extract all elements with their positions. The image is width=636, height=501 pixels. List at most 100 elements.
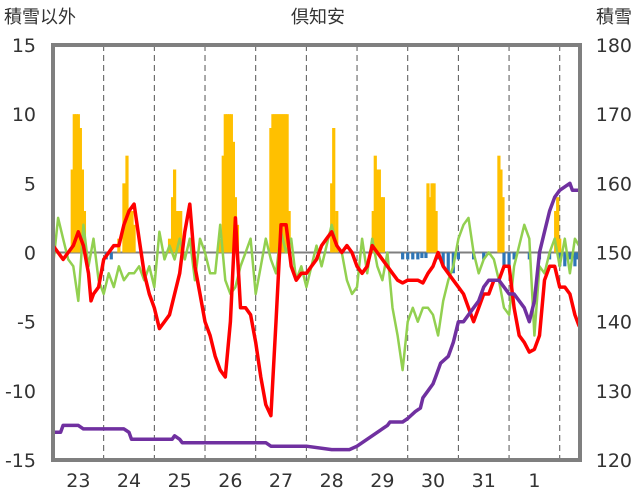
left-axis-label: 積雪以外 [4,7,76,28]
right-tick-label-0: 180 [596,35,632,57]
snowfall_bars-bar-30 [271,114,275,253]
x-tick-label-7: 30 [421,470,445,492]
snow_change_negative_bars-bar-5 [416,252,420,260]
x-tick-label-8: 31 [472,470,496,492]
x-tick-label-3: 26 [218,470,242,492]
snowfall_bars-bar-52 [434,211,438,253]
snowfall_bars-bar-43 [373,155,377,253]
right-tick-label-3: 150 [596,243,632,265]
temperature_red-line [51,202,581,418]
left-tick-label-5: -10 [5,381,36,403]
snowfall_bars-bar-20 [218,238,222,253]
snowfall_bars-bar-38 [287,211,291,253]
snowfall_bars-bar-24 [227,114,231,253]
snowfall_bars-bar-3 [76,114,80,253]
snowfall_bars-bar-33 [277,114,281,253]
snowfall_bars-bar-26 [231,141,235,253]
snow_change_negative_bars-bar-12 [456,252,460,260]
x-tick-label-4: 27 [269,470,293,492]
snowfall_bars-bar-40 [332,128,336,253]
snow_depth_purple-line [51,181,582,452]
left-tick-label-0: 15 [12,35,36,57]
snowfall_bars-bar-2 [74,114,78,253]
snow_change_negative_bars-bar-17 [512,252,516,260]
snowfall_bars-bar-53 [497,155,501,253]
right-tick-label-4: 140 [596,312,632,334]
right-tick-label-1: 170 [596,104,632,126]
snowfall_bars-bar-10 [130,211,134,253]
snowfall_bars-bar-8 [125,155,129,253]
snowfall_bars-bar-0 [70,169,74,253]
snowfall_bars-bar-17 [179,211,183,253]
snow_change_negative_bars-bar-2 [401,252,405,260]
snowfall_bars-bar-16 [177,211,181,253]
snowfall_bars-bar-55 [501,197,505,253]
snowfall_bars-bar-4 [78,128,82,253]
snowfall_bars-bar-14 [173,169,177,253]
snowfall_bars-bar-9 [127,211,131,253]
plot-frame [51,43,582,462]
snowfall_bars-bar-22 [223,114,227,253]
snowfall_bars-bar-39 [330,183,334,253]
snow_change_negative_bars-bar-6 [420,252,424,259]
snowfall_bars-bar-35 [281,114,285,253]
snowfall_bars-bar-37 [285,114,289,253]
secondary_green-line [51,216,581,372]
snowfall_bars-bar-58 [558,238,562,253]
snowfall_bars-bar-11 [132,224,136,253]
left-tick-label-6: -15 [5,450,36,472]
snowfall_bars-bar-57 [556,197,560,253]
snowfall_bars-bar-46 [379,197,383,253]
snowfall_bars-bar-47 [381,197,385,253]
x-tick-label-2: 25 [168,470,192,492]
snowfall_bars-bar-51 [432,183,436,253]
snow_change_negative_bars-bar-25 [576,252,580,260]
snowfall_bars-bar-23 [225,114,229,253]
snowfall_bars-bar-42 [371,211,375,253]
snowfall_bars-bar-36 [283,114,287,253]
x-tick-label-5: 28 [320,470,344,492]
right-tick-label-6: 120 [596,450,632,472]
snow_change_negative_bars-bar-3 [406,252,410,260]
snowfall_bars-bar-5 [80,169,84,253]
right-axis-label: 積雪 [596,7,632,28]
snow_change_negative_bars-bar-4 [411,252,415,260]
snowfall_bars-bar-56 [554,211,558,253]
right-tick-label-2: 160 [596,173,632,195]
snowfall_bars-bar-29 [269,128,273,253]
snowfall_bars-bar-49 [428,197,432,253]
snowfall_bars-bar-15 [175,211,179,253]
snow_change_negative_bars-bar-22 [563,252,567,267]
snow_change_negative_bars-bar-10 [446,252,450,274]
x-tick-label-6: 29 [370,470,394,492]
snowfall_bars-bar-44 [375,169,379,253]
snow_change_negative_bars-bar-9 [441,252,445,267]
snowfall_bars-bar-50 [430,183,434,253]
snowfall_bars-bar-25 [229,114,233,253]
snowfall_bars-bar-7 [122,183,126,253]
snowfall_bars-bar-32 [275,114,279,253]
snow_change_negative_bars-bar-15 [502,252,506,267]
left-tick-label-3: 0 [24,243,36,265]
snowfall_bars-bar-45 [377,169,381,253]
snow_change_negative_bars-bar-16 [507,252,511,267]
snowfall_bars-bar-41 [335,211,339,253]
snowfall_bars-bar-34 [279,114,283,253]
snowfall_bars-bar-21 [221,155,225,253]
snowfall_bars-bar-54 [499,169,503,253]
x-tick-label-1: 24 [117,470,141,492]
left-tick-label-2: 5 [24,173,36,195]
left-tick-label-4: -5 [17,312,36,334]
right-tick-label-5: 130 [596,381,632,403]
snowfall_bars-bar-13 [170,197,175,253]
snowfall_bars-bar-48 [426,183,430,253]
chart-title: 倶知安 [291,7,345,28]
x-tick-label-9: 1 [528,470,540,492]
left-tick-label-1: 10 [12,104,36,126]
snowfall_bars-bar-1 [72,114,76,253]
snow_change_negative_bars-bar-24 [573,252,577,267]
snow_change_negative_bars-bar-1 [109,252,113,260]
snowfall_bars-bar-31 [273,114,277,253]
